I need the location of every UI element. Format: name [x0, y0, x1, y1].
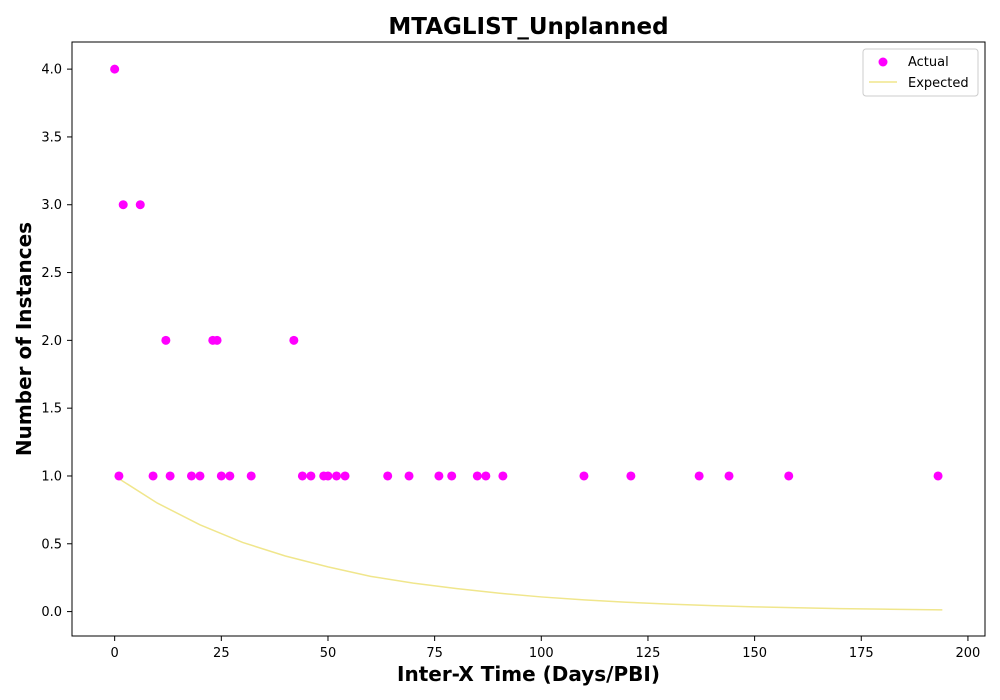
- actual-point: [481, 471, 491, 481]
- actual-point: [323, 471, 333, 481]
- y-tick-label: 3.0: [41, 198, 62, 213]
- series-layer: [110, 64, 943, 611]
- y-tick-label: 1.5: [41, 402, 62, 417]
- legend: Actual Expected: [862, 48, 979, 97]
- actual-point: [118, 200, 128, 210]
- legend-expected-label: Expected: [908, 76, 969, 91]
- expected-line: [114, 475, 943, 611]
- actual-point: [434, 471, 444, 481]
- actual-point: [161, 335, 171, 345]
- y-axis: 0.0 0.5 1.0 1.5 2.0 2.5 3.0 3.5 4.0: [41, 63, 72, 620]
- actual-point: [216, 471, 226, 481]
- actual-point: [579, 471, 589, 481]
- y-tick-label: 2.5: [41, 266, 62, 281]
- actual-point: [212, 335, 222, 345]
- actual-point: [447, 471, 457, 481]
- actual-point: [165, 471, 175, 481]
- actual-point: [694, 471, 704, 481]
- plot-area: [71, 41, 986, 637]
- legend-actual-marker: [878, 57, 888, 67]
- actual-point: [225, 471, 235, 481]
- actual-point: [784, 471, 794, 481]
- actual-point: [332, 471, 342, 481]
- x-tick-label: 75: [426, 646, 443, 661]
- actual-point: [297, 471, 307, 481]
- actual-point: [195, 471, 205, 481]
- actual-point: [246, 471, 256, 481]
- legend-actual-label: Actual: [908, 55, 949, 70]
- x-tick-label: 50: [320, 646, 337, 661]
- actual-point: [724, 471, 734, 481]
- actual-point: [148, 471, 158, 481]
- x-axis: 0 25 50 75 100 125 150 175 200: [111, 636, 981, 661]
- y-tick-label: 3.5: [41, 130, 62, 145]
- y-axis-label: Number of Instances: [12, 222, 36, 456]
- x-tick-label: 200: [956, 646, 981, 661]
- actual-point: [114, 471, 124, 481]
- y-tick-label: 2.0: [41, 334, 62, 349]
- x-tick-label: 0: [111, 646, 119, 661]
- x-tick-label: 150: [742, 646, 767, 661]
- x-tick-label: 100: [529, 646, 554, 661]
- x-tick-label: 125: [636, 646, 661, 661]
- actual-point: [626, 471, 636, 481]
- actual-point: [498, 471, 508, 481]
- legend-box: [862, 48, 979, 97]
- chart-title: MTAGLIST_Unplanned: [388, 14, 668, 40]
- actual-point: [186, 471, 196, 481]
- actual-point: [306, 471, 316, 481]
- actual-point: [933, 471, 943, 481]
- actual-point: [289, 335, 299, 345]
- actual-point: [404, 471, 414, 481]
- actual-point: [110, 64, 120, 74]
- x-tick-label: 175: [849, 646, 874, 661]
- x-axis-label: Inter-X Time (Days/PBI): [397, 662, 660, 686]
- actual-point: [135, 200, 145, 210]
- actual-point: [383, 471, 393, 481]
- y-tick-label: 0.0: [41, 605, 62, 620]
- actual-point: [472, 471, 482, 481]
- y-tick-label: 4.0: [41, 63, 62, 78]
- y-tick-label: 0.5: [41, 537, 62, 552]
- x-tick-label: 25: [213, 646, 230, 661]
- actual-point: [340, 471, 350, 481]
- y-tick-label: 1.0: [41, 469, 62, 484]
